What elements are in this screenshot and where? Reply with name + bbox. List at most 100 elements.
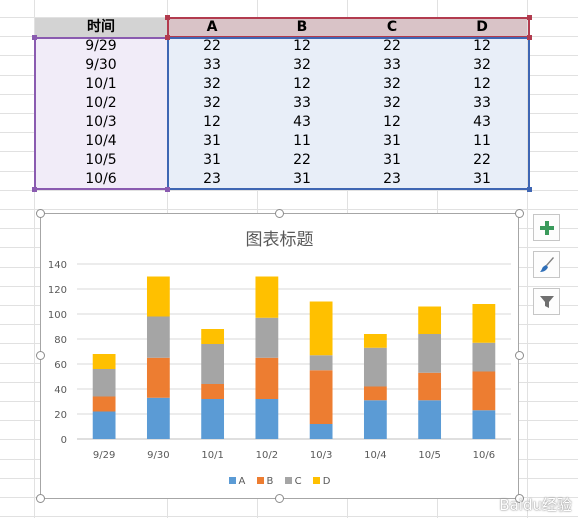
value-cell[interactable]: 31	[347, 151, 437, 170]
date-cell[interactable]: 10/1	[35, 75, 167, 94]
chart-styles-button[interactable]	[533, 251, 560, 278]
legend-label-a: A	[238, 476, 246, 487]
brush-icon	[539, 256, 554, 272]
data-table[interactable]: 时间 A B C D 9/29 22 12 22 12 9/30 33 32 33 32 10/1 3…	[35, 18, 527, 189]
value-cell[interactable]: 32	[437, 56, 527, 75]
value-cell[interactable]: 12	[347, 113, 437, 132]
bar-segment-c	[418, 334, 442, 373]
value-cell[interactable]: 11	[437, 132, 527, 151]
resize-handle-top-right[interactable]	[515, 209, 524, 218]
value-cell[interactable]: 12	[257, 37, 347, 56]
value-cell[interactable]: 31	[257, 170, 347, 189]
bar-segment-c	[472, 342, 496, 372]
chart-filters-button[interactable]	[533, 288, 560, 315]
y-tick-label: 60	[54, 360, 67, 371]
date-cell[interactable]: 10/6	[35, 170, 167, 189]
bar-segment-b	[146, 357, 170, 398]
bar-segment-b	[255, 357, 279, 399]
value-cell[interactable]: 22	[347, 37, 437, 56]
bar-segment-d	[363, 334, 387, 348]
bar-segment-d	[201, 329, 225, 344]
value-cell[interactable]: 12	[167, 113, 257, 132]
legend-item-a[interactable]: A	[228, 476, 246, 487]
bar-segment-d	[472, 304, 496, 343]
value-cell[interactable]: 22	[437, 151, 527, 170]
header-cell-a[interactable]: A	[167, 18, 257, 37]
x-tick-label: 10/6	[473, 450, 495, 461]
date-cell[interactable]: 10/2	[35, 94, 167, 113]
bar-segment-b	[92, 396, 116, 412]
plot-area[interactable]: 0 20 40 60 80 100 120 140 9/29 9/30 10/1 10/2 10/3 10…	[41, 214, 518, 498]
value-cell[interactable]: 32	[347, 75, 437, 94]
legend-item-d[interactable]: D	[312, 476, 331, 487]
range-handle[interactable]	[165, 15, 170, 20]
legend-item-b[interactable]: B	[256, 476, 273, 487]
x-tick-label: 10/5	[418, 450, 440, 461]
resize-handle-top[interactable]	[275, 209, 284, 218]
x-tick-label: 9/30	[147, 450, 169, 461]
bar-segment-a	[255, 399, 279, 439]
legend-item-c[interactable]: C	[284, 476, 302, 487]
value-cell[interactable]: 33	[167, 56, 257, 75]
value-cell[interactable]: 11	[257, 132, 347, 151]
bar-segment-a	[472, 410, 496, 439]
resize-handle-bottom-left[interactable]	[36, 494, 45, 503]
date-cell[interactable]: 10/5	[35, 151, 167, 170]
value-cell[interactable]: 22	[257, 151, 347, 170]
x-tick-label: 10/4	[364, 450, 386, 461]
table-row: 10/2 32 33 32 33	[35, 94, 527, 113]
resize-handle-top-left[interactable]	[36, 209, 45, 218]
value-cell[interactable]: 32	[167, 75, 257, 94]
value-cell[interactable]: 12	[437, 75, 527, 94]
x-tick-label: 10/2	[256, 450, 278, 461]
date-cell[interactable]: 10/3	[35, 113, 167, 132]
header-cell-c[interactable]: C	[347, 18, 437, 37]
value-cell[interactable]: 22	[167, 37, 257, 56]
resize-handle-bottom[interactable]	[275, 494, 284, 503]
bar-segment-d	[309, 301, 333, 356]
header-cell-time[interactable]: 时间	[35, 18, 167, 37]
resize-handle-bottom-right[interactable]	[515, 494, 524, 503]
value-cell[interactable]: 23	[167, 170, 257, 189]
resize-handle-right[interactable]	[515, 351, 524, 360]
bar-segment-b	[201, 384, 225, 399]
value-cell[interactable]: 31	[437, 170, 527, 189]
bar-segment-d	[92, 354, 116, 369]
date-cell[interactable]: 9/30	[35, 56, 167, 75]
range-handle[interactable]	[32, 35, 37, 40]
value-cell[interactable]: 33	[347, 56, 437, 75]
chart-title[interactable]: 图表标题	[245, 230, 314, 250]
chart-elements-button[interactable]	[533, 214, 560, 241]
header-cell-d[interactable]: D	[437, 18, 527, 37]
value-cell[interactable]: 31	[167, 151, 257, 170]
range-handle[interactable]	[527, 15, 532, 20]
value-cell[interactable]: 12	[257, 75, 347, 94]
bar-segment-a	[418, 400, 442, 439]
value-cell[interactable]: 32	[167, 94, 257, 113]
value-cell[interactable]: 33	[437, 94, 527, 113]
watermark: Baidu经验	[499, 496, 572, 514]
range-handle[interactable]	[165, 35, 170, 40]
plus-icon	[539, 220, 554, 235]
legend-label-d: D	[322, 476, 331, 487]
value-cell[interactable]: 43	[437, 113, 527, 132]
range-handle[interactable]	[165, 187, 170, 192]
range-handle[interactable]	[527, 35, 532, 40]
value-cell[interactable]: 33	[257, 94, 347, 113]
bar-segment-d	[418, 306, 442, 334]
chart-object[interactable]: 图表标题 0 20 40 60 80 100 120 140 9/29 9/30 10/1 10/2 1…	[40, 213, 519, 499]
chart-legend[interactable]: A B C D	[41, 476, 518, 487]
value-cell[interactable]: 32	[347, 94, 437, 113]
value-cell[interactable]: 31	[347, 132, 437, 151]
value-cell[interactable]: 32	[257, 56, 347, 75]
value-cell[interactable]: 43	[257, 113, 347, 132]
value-cell[interactable]: 31	[167, 132, 257, 151]
value-cell[interactable]: 23	[347, 170, 437, 189]
range-handle[interactable]	[32, 187, 37, 192]
range-handle[interactable]	[527, 187, 532, 192]
date-cell[interactable]: 9/29	[35, 37, 167, 56]
resize-handle-left[interactable]	[36, 351, 45, 360]
date-cell[interactable]: 10/4	[35, 132, 167, 151]
value-cell[interactable]: 12	[437, 37, 527, 56]
header-cell-b[interactable]: B	[257, 18, 347, 37]
